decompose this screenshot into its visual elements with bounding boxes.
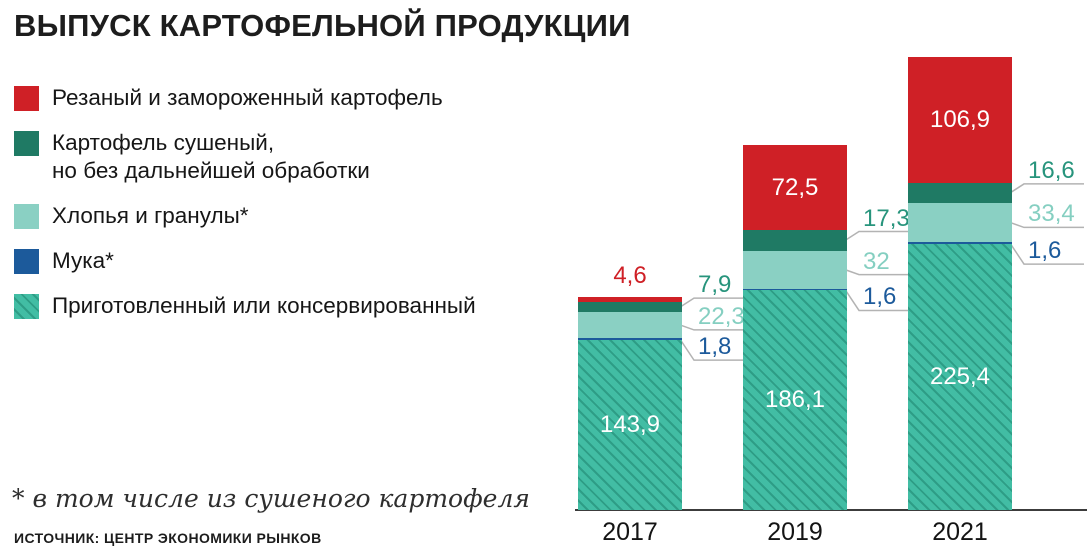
x-tick-2019: 2019 xyxy=(767,518,823,546)
value-label-flour-2019: 1,6 xyxy=(863,283,897,311)
segment-prepared-2017 xyxy=(578,340,682,510)
value-label-frozen-2019: 72,5 xyxy=(771,173,819,201)
value-label-dried-2019: 17,3 xyxy=(863,204,910,232)
value-label-flour-2017: 1,8 xyxy=(698,333,732,361)
segment-flakes-2019 xyxy=(743,250,847,289)
legend-item-flakes: Хлопья и гранулы* xyxy=(14,202,554,230)
segment-frozen-2019 xyxy=(743,144,847,231)
x-tick-2017: 2017 xyxy=(602,518,658,546)
value-label-prepared-2019: 186,1 xyxy=(764,386,826,414)
segment-frozen-2017 xyxy=(578,297,682,303)
callout-line-dried-2021 xyxy=(1009,183,1084,194)
x-axis-line xyxy=(575,509,1087,511)
legend-item-prepared: Приготовленный или консервированный xyxy=(14,292,554,320)
value-label-flour-2021: 1,6 xyxy=(1028,237,1062,265)
segment-flakes-2017 xyxy=(578,311,682,339)
legend-swatch-frozen xyxy=(14,86,39,111)
value-label-dried-2021: 16,6 xyxy=(1028,156,1075,184)
value-label-prepared-2021: 225,4 xyxy=(929,363,991,390)
legend-item-frozen: Резаный и замороженный картофель xyxy=(14,84,554,112)
legend: Резаный и замороженный картофель Картофел… xyxy=(14,84,554,337)
value-label-flakes-2021: 33,4 xyxy=(1028,200,1075,228)
segment-frozen-2021 xyxy=(908,56,1012,184)
value-label-frozen-2017: 4,6 xyxy=(613,262,647,289)
legend-label-flakes: Хлопья и гранулы* xyxy=(52,203,249,228)
x-tick-2021: 2021 xyxy=(932,518,988,546)
legend-label-prepared: Приготовленный или консервированный xyxy=(52,293,476,318)
legend-label-frozen: Резаный и замороженный картофель xyxy=(52,85,443,110)
segment-prepared-2019 xyxy=(743,290,847,510)
segment-flour-2021 xyxy=(908,242,1012,244)
segment-dried-2021 xyxy=(908,183,1012,203)
segment-flour-2019 xyxy=(743,288,847,291)
segment-dried-2017 xyxy=(578,302,682,312)
legend-item-flour: Мука* xyxy=(14,247,554,275)
source-note: ИСТОЧНИК: ЦЕНТР ЭКОНОМИКИ РЫНКОВ xyxy=(14,530,322,546)
value-label-frozen-2021: 106,9 xyxy=(929,106,991,134)
value-label-dried-2017: 7,9 xyxy=(698,271,732,299)
chart-title: ВЫПУСК КАРТОФЕЛЬНОЙ ПРОДУКЦИИ xyxy=(14,8,631,43)
segment-flour-2017 xyxy=(578,338,682,341)
legend-item-dried: Картофель сушеный, но без дальнейшей обр… xyxy=(14,129,554,185)
legend-label-flour: Мука* xyxy=(52,248,114,273)
value-label-flakes-2017: 22,3 xyxy=(698,302,745,330)
segment-dried-2019 xyxy=(743,230,847,251)
legend-swatch-prepared xyxy=(14,294,39,319)
value-label-flakes-2019: 32 xyxy=(863,247,890,275)
segment-flakes-2021 xyxy=(908,202,1012,243)
legend-label-dried: Картофель сушеный, но без дальнейшей обр… xyxy=(52,130,370,183)
footnote: * в том числе из сушеного картофеля xyxy=(12,484,530,513)
segment-prepared-2021 xyxy=(908,244,1012,510)
legend-swatch-flour xyxy=(14,249,39,274)
legend-swatch-dried xyxy=(14,131,39,156)
legend-swatch-flakes xyxy=(14,204,39,229)
value-label-prepared-2017: 143,9 xyxy=(599,411,661,439)
